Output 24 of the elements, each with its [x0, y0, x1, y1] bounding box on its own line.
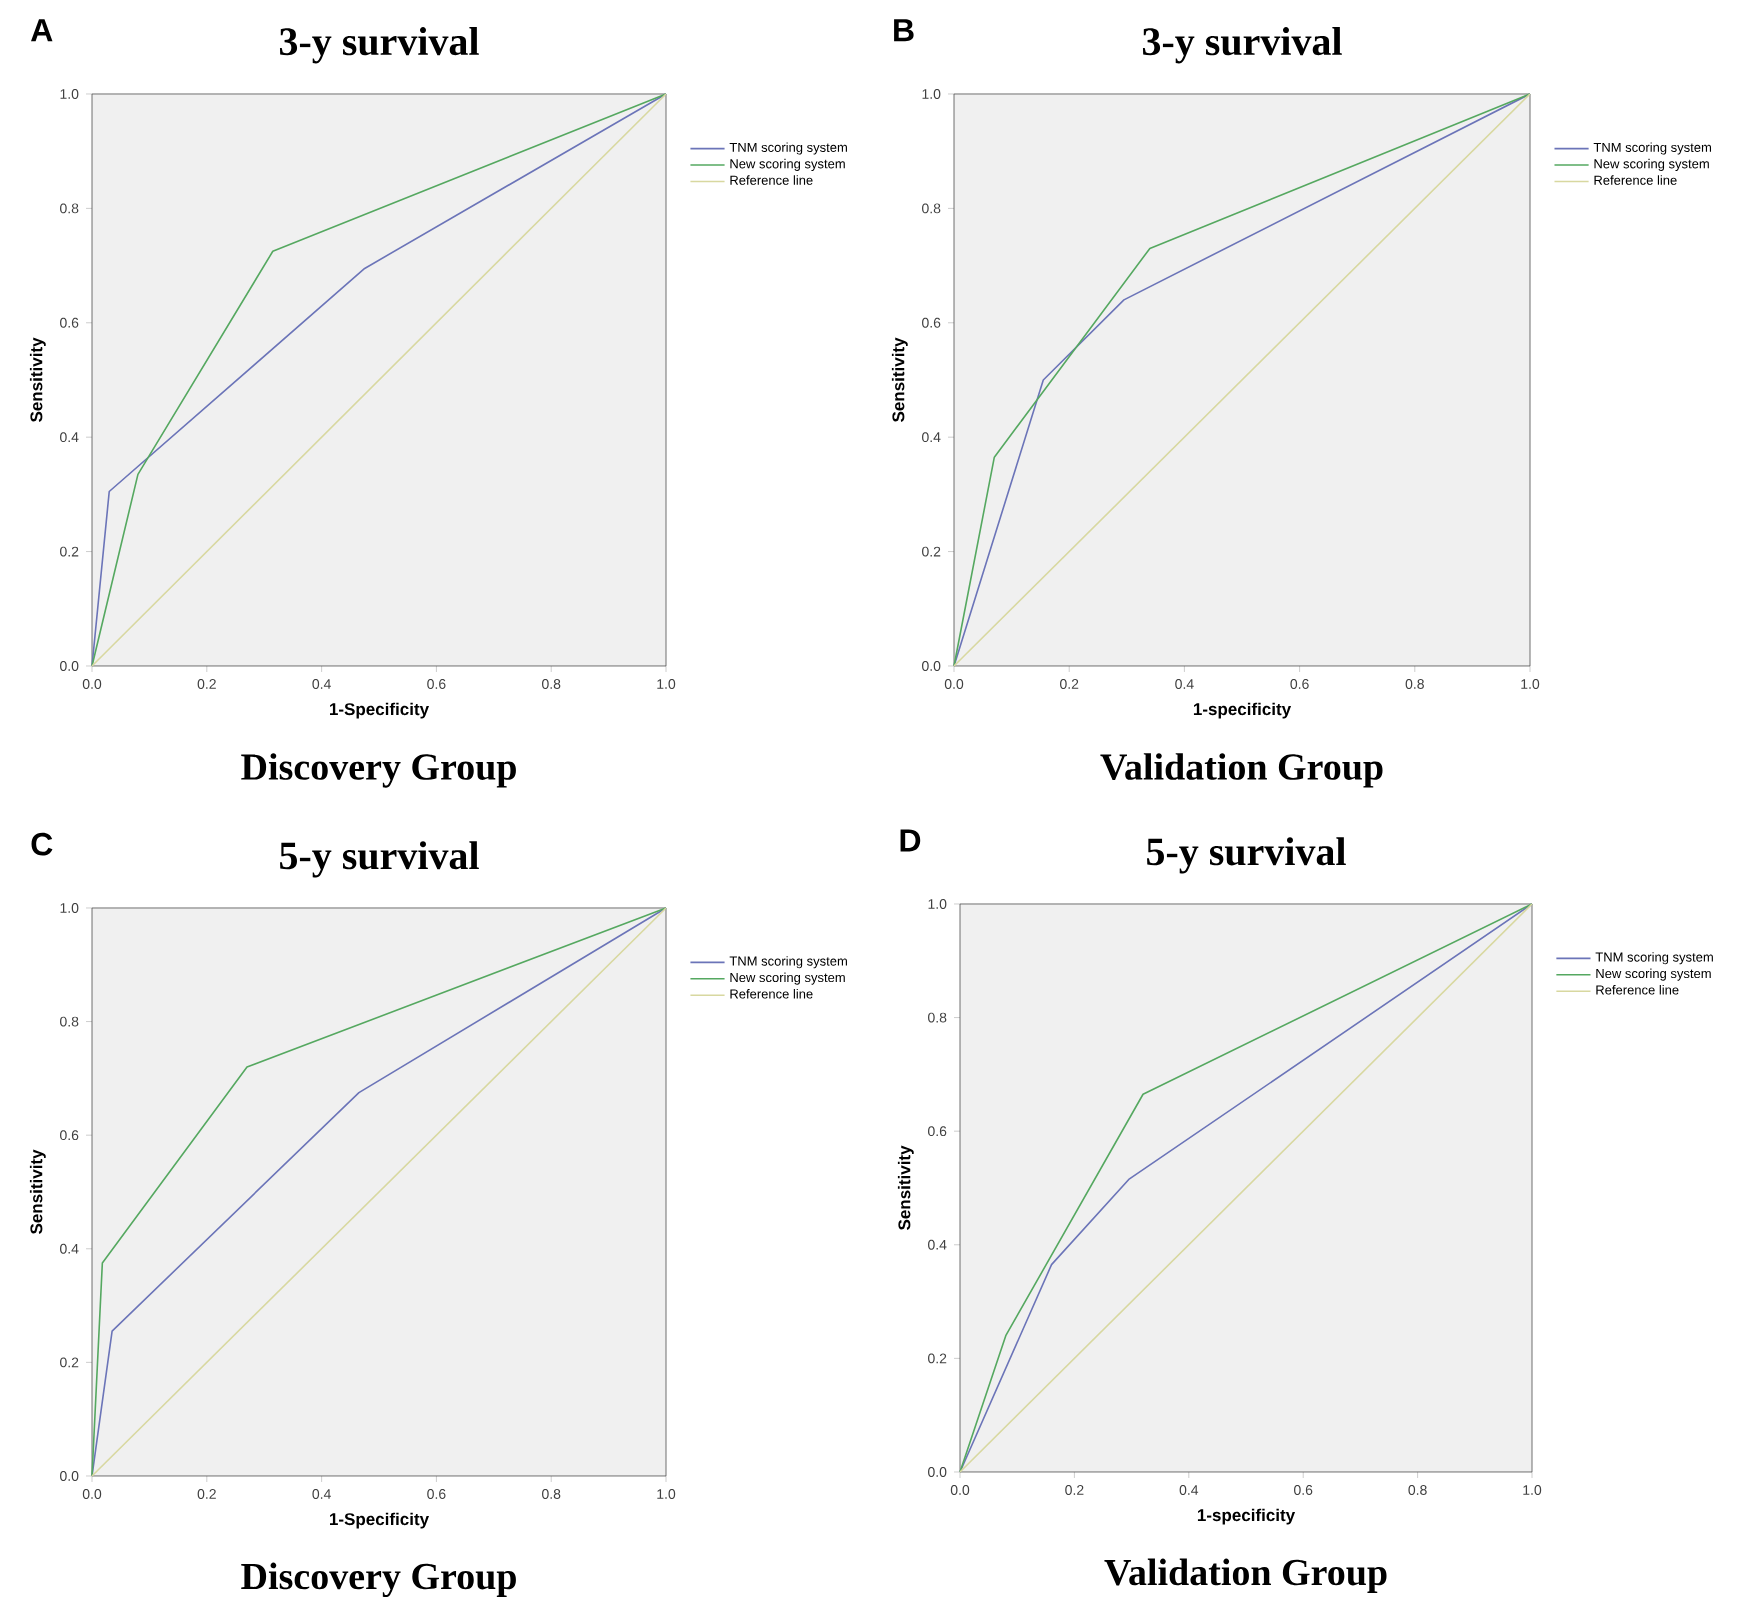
text: D: [900, 829, 921, 852]
x-axis-title: 1-Specificity: [330, 702, 430, 719]
line-series: [953, 93, 1531, 667]
text: A: [30, 19, 53, 42]
line-series: [91, 907, 667, 1477]
chart-title: 3-y survival: [279, 27, 479, 64]
text: B: [894, 19, 914, 42]
x-axis-title: 1-specificity: [1197, 1508, 1296, 1525]
text: Validation Group: [1100, 753, 1383, 788]
text: C: [31, 832, 53, 856]
y-axis-title: Sensitivity: [897, 1145, 914, 1230]
x-axis-title: 1-Specificity: [330, 1512, 430, 1529]
text: Discovery Group: [241, 753, 516, 788]
chart-title: 5-y survival: [280, 841, 479, 878]
line-series: [91, 93, 667, 667]
y-axis-title: Sensitivity: [29, 337, 46, 422]
text: Validation Group: [1104, 1558, 1387, 1594]
line-series: [959, 903, 1533, 1473]
x-axis-title: 1-specificity: [1193, 702, 1292, 719]
y-axis-title: Sensitivity: [891, 337, 908, 422]
text: Discovery Group: [241, 1562, 516, 1598]
chart-title: 3-y survival: [1142, 27, 1342, 64]
y-axis-title: Sensitivity: [29, 1149, 46, 1234]
chart-title: 5-y survival: [1147, 837, 1346, 874]
